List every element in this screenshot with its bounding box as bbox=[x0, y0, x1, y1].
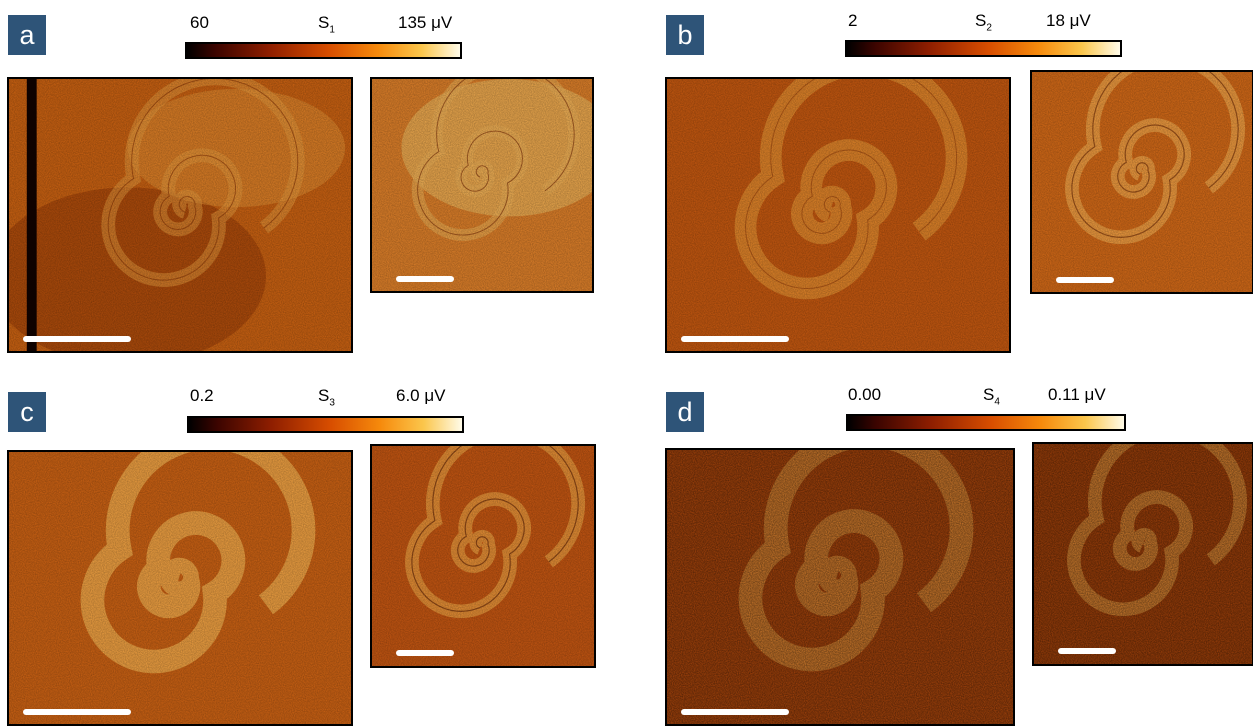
spiral-image bbox=[372, 446, 594, 666]
colorbar-max-b: 18 μV bbox=[1046, 11, 1091, 30]
colorbar-max-a: 135 μV bbox=[398, 13, 453, 32]
panel-label-a: a bbox=[8, 15, 46, 55]
panel-label-d: d bbox=[666, 392, 704, 432]
scale-bar bbox=[1058, 648, 1116, 654]
scale-bar bbox=[681, 336, 789, 342]
panel-label-c: c bbox=[8, 392, 46, 432]
map-small-a bbox=[370, 77, 594, 293]
scale-bar bbox=[681, 709, 789, 715]
colorbar-symbol-b: S2 bbox=[975, 11, 992, 34]
colorbar-symbol-c: S3 bbox=[318, 386, 335, 409]
spiral-image bbox=[1034, 444, 1252, 664]
scale-bar bbox=[396, 276, 454, 282]
colorbar-max-d: 0.11 μV bbox=[1048, 385, 1106, 404]
scale-bar bbox=[1056, 277, 1114, 283]
scale-bar bbox=[396, 650, 454, 656]
spiral-image bbox=[9, 452, 351, 724]
colorbar-max-c: 6.0 μV bbox=[396, 386, 446, 405]
colorbar-symbol-d: S4 bbox=[983, 385, 1000, 408]
panel-label-b: b bbox=[666, 15, 704, 55]
colorbar-min-c: 0.2 bbox=[190, 386, 214, 405]
colorbar-a bbox=[185, 42, 462, 59]
scale-bar bbox=[23, 709, 131, 715]
colorbar-symbol-a: S1 bbox=[318, 13, 335, 36]
map-large-c bbox=[7, 450, 353, 726]
spiral-image bbox=[9, 79, 351, 351]
spiral-image bbox=[1032, 72, 1252, 292]
colorbar-min-b: 2 bbox=[848, 11, 858, 30]
map-large-b bbox=[665, 77, 1011, 353]
spiral-image bbox=[667, 79, 1009, 351]
colorbar-min-a: 60 bbox=[190, 13, 209, 32]
map-large-a bbox=[7, 77, 353, 353]
colorbar-c bbox=[187, 416, 464, 433]
spiral-image bbox=[667, 450, 1013, 724]
colorbar-d bbox=[846, 414, 1126, 431]
map-large-d bbox=[665, 448, 1015, 726]
spiral-image bbox=[372, 79, 592, 291]
map-small-c bbox=[370, 444, 596, 668]
colorbar-b bbox=[845, 40, 1122, 57]
colorbar-min-d: 0.00 bbox=[848, 385, 882, 404]
scale-bar bbox=[23, 336, 131, 342]
map-small-b bbox=[1030, 70, 1253, 294]
map-small-d bbox=[1032, 442, 1253, 666]
